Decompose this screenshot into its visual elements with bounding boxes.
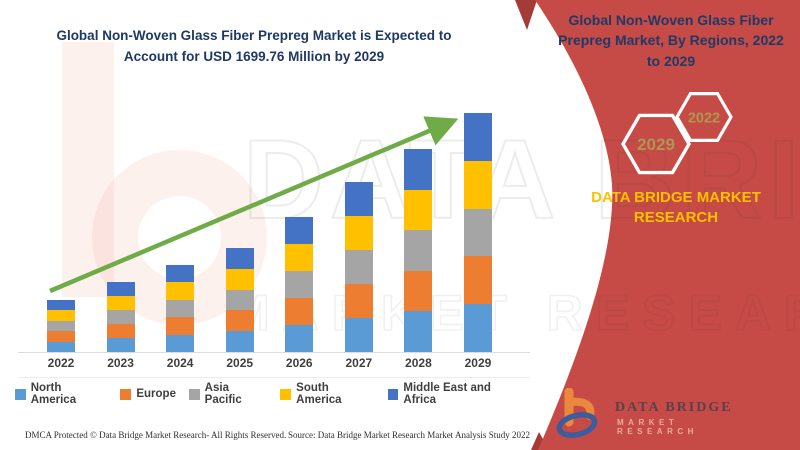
bar-2028 [404, 149, 433, 352]
bar-2025-segment-south-america [225, 268, 254, 290]
bar-2028-segment-asia-pacific [404, 230, 433, 271]
bar-2029-segment-north-america [463, 304, 492, 352]
x-axis-label-2023: 2023 [107, 356, 134, 370]
legend-item-middle-east-and-africa: Middle East and Africa [387, 382, 523, 406]
bar-2026-segment-asia-pacific [285, 270, 314, 298]
bar-2025-segment-middle-east-and-africa [225, 248, 254, 269]
logo-b-swoosh [556, 412, 598, 438]
side-panel-title: Global Non-Woven Glass Fiber Prepreg Mar… [558, 12, 784, 69]
side-panel-shape [535, 0, 800, 450]
bar-2022-segment-asia-pacific [47, 320, 75, 332]
bar-2026-segment-south-america [285, 243, 314, 271]
bar-2028-segment-north-america [404, 311, 433, 352]
legend-label: North America [30, 382, 77, 406]
legend-label: Europe [136, 388, 176, 400]
bar-2024-segment-middle-east-and-africa [166, 265, 195, 283]
bar-2023-segment-south-america [106, 295, 135, 310]
bar-2028-segment-south-america [404, 189, 433, 231]
bar-2023-segment-middle-east-and-africa [106, 281, 135, 296]
bar-2023-segment-europe [106, 323, 135, 338]
bar-2027-segment-europe [344, 284, 373, 318]
footer-copyright: DMCA Protected © Data Bridge Market Rese… [25, 430, 287, 440]
bar-2027-segment-south-america [344, 216, 373, 250]
bar-2029-segment-asia-pacific [463, 208, 492, 257]
legend-label: Asia Pacific [204, 382, 242, 406]
legend-swatch [188, 388, 200, 400]
bar-2027-segment-north-america [344, 318, 373, 352]
bar-2024 [166, 265, 195, 352]
bar-2028-segment-europe [404, 270, 433, 312]
x-axis-label-2028: 2028 [405, 356, 432, 370]
legend-swatch [280, 388, 292, 400]
bar-2025-segment-north-america [225, 331, 254, 352]
legend-swatch [15, 388, 26, 400]
bar-2023 [106, 281, 135, 352]
bar-2022-segment-north-america [47, 341, 75, 352]
legend-separator-line [18, 377, 530, 378]
x-axis-label-2027: 2027 [345, 356, 373, 370]
x-axis-label-2024: 2024 [166, 356, 194, 370]
brand-text: DATA BRIDGE MARKET RESEARCH [591, 189, 761, 227]
bar-2024-segment-south-america [166, 282, 195, 300]
legend-item-south-america: South America [280, 382, 374, 406]
dbmr-logo-subtitle: MARKET RESEARCH [617, 418, 698, 436]
bar-2026-segment-north-america [285, 324, 314, 352]
bar-2026-segment-middle-east-and-africa [285, 216, 314, 244]
legend-item-north-america: North America [15, 382, 107, 406]
bar-2022-segment-south-america [47, 310, 75, 321]
bar-2022-segment-europe [47, 331, 75, 342]
bar-2023-segment-asia-pacific [106, 309, 135, 324]
dbmr-logo-mark [556, 388, 598, 438]
legend-item-asia-pacific: Asia Pacific [188, 382, 267, 406]
bar-2025-segment-europe [225, 310, 254, 332]
legend-item-europe: Europe [120, 388, 176, 400]
legend-label: Middle East and Africa [403, 382, 491, 406]
footer-source: Source: Data Bridge Market Research Mark… [288, 430, 530, 440]
legend-swatch [387, 388, 399, 400]
bar-2026 [285, 216, 314, 352]
chart-title: Global Non-Woven Glass Fiber Prepreg Mar… [56, 28, 452, 64]
dbmr-logo: DATA BRIDGE MARKET RESEARCH [553, 388, 763, 444]
bar-2029 [463, 113, 492, 352]
bar-2024-segment-asia-pacific [166, 299, 195, 318]
x-axis-label-2026: 2026 [285, 356, 313, 370]
bar-2029-segment-middle-east-and-africa [463, 113, 492, 161]
bar-2025 [225, 248, 254, 352]
x-axis-label-2029: 2029 [464, 356, 492, 370]
x-axis-label-2022: 2022 [47, 356, 75, 370]
bar-2022 [47, 300, 75, 352]
panel-accent-top [515, 0, 537, 30]
legend: North America Europe Asia Pacific South Ame… [15, 382, 523, 406]
bar-2028-segment-middle-east-and-africa [404, 149, 433, 190]
x-axis-line [18, 352, 530, 353]
bar-2029-segment-europe [463, 256, 492, 305]
bar-2023-segment-north-america [106, 337, 135, 352]
bar-2025-segment-asia-pacific [225, 289, 254, 311]
legend-label: South America [296, 382, 342, 406]
bar-2027 [344, 182, 373, 352]
x-axis-label-2025: 2025 [226, 356, 254, 370]
bar-2024-segment-europe [166, 317, 195, 335]
legend-swatch [120, 388, 132, 400]
dbmr-logo-name: DATA BRIDGE [615, 400, 733, 415]
bar-2027-segment-asia-pacific [344, 250, 373, 284]
bar-2024-segment-north-america [166, 334, 195, 352]
bar-2022-segment-middle-east-and-africa [47, 300, 75, 311]
bar-2026-segment-europe [285, 297, 314, 325]
bar-2027-segment-middle-east-and-africa [344, 182, 373, 216]
bar-2029-segment-south-america [463, 160, 492, 209]
